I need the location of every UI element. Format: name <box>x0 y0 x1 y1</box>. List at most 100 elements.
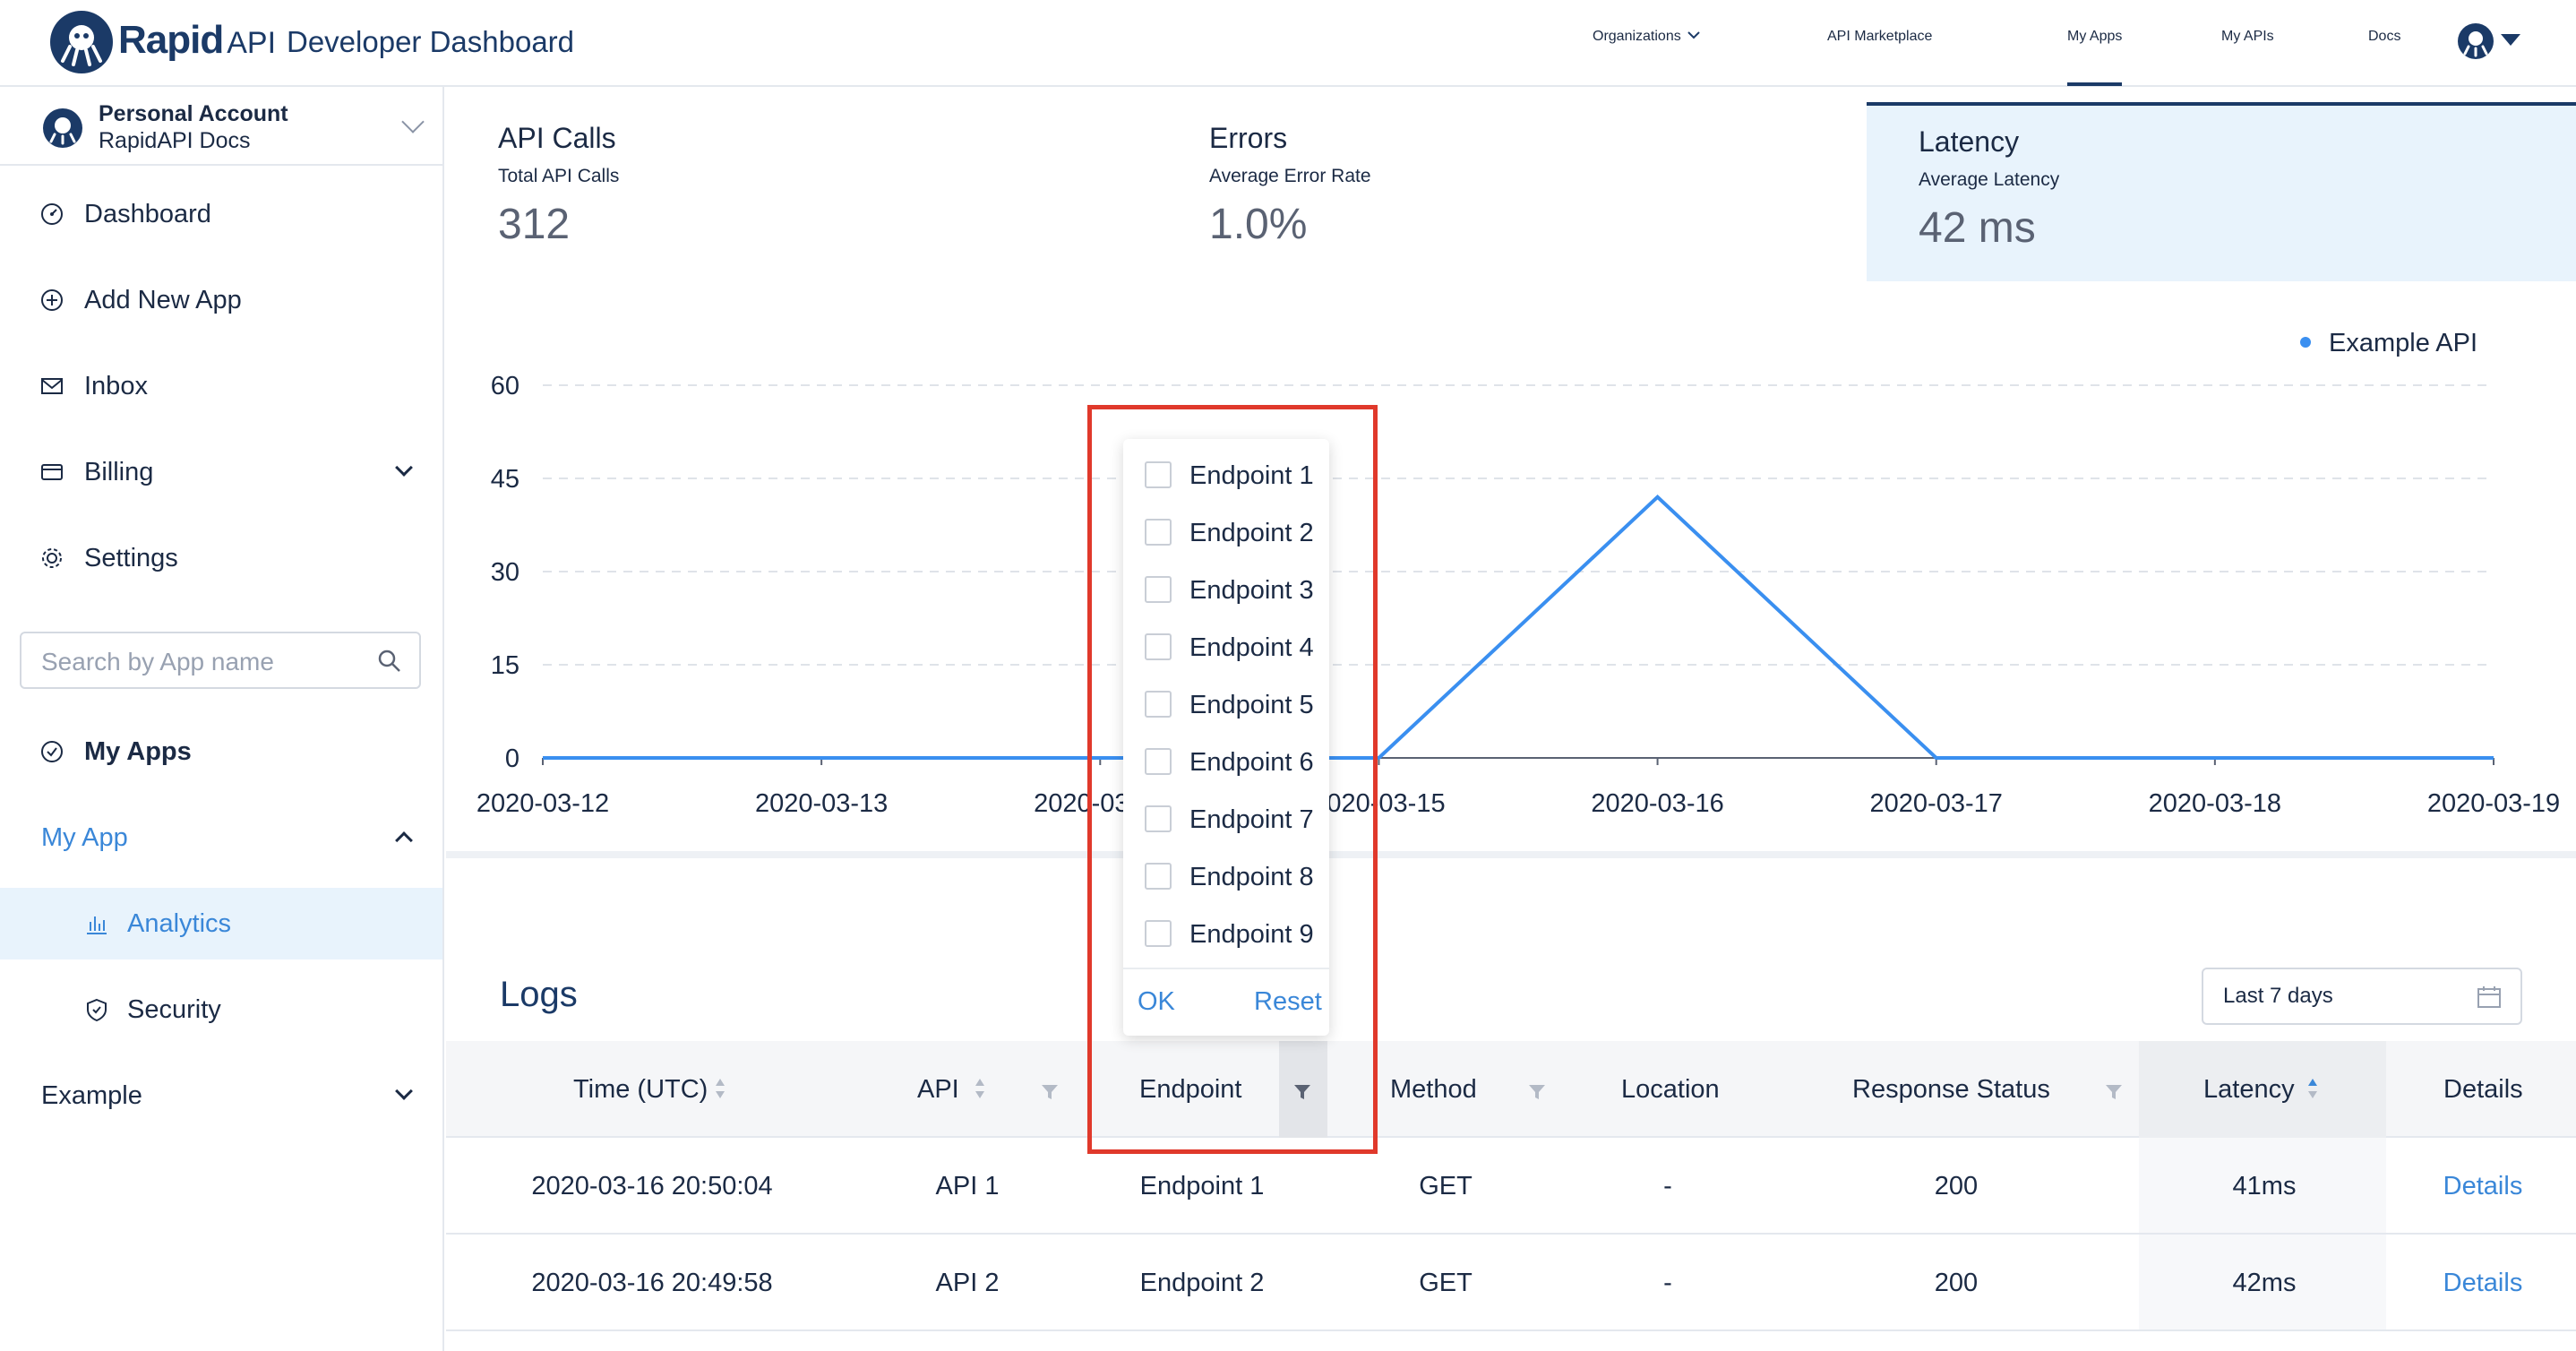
sidebar-item-analytics[interactable]: Analytics <box>0 888 442 959</box>
cell-time: 2020-03-16 20:49:58 <box>531 1269 773 1297</box>
bar-chart-icon <box>87 916 107 934</box>
cell-api: API 1 <box>935 1172 1000 1200</box>
endpoint-option[interactable]: Endpoint 2 <box>1145 514 1324 550</box>
sidebar-item-add-new-app[interactable]: Add New App <box>0 273 442 327</box>
sidebar-item-label: Dashboard <box>84 200 211 228</box>
col-method[interactable]: Method <box>1390 1075 1477 1104</box>
table-row[interactable]: 2020-03-16 20:49:58 API 2 Endpoint 2 GET… <box>446 1235 2576 1331</box>
checkbox[interactable] <box>1145 576 1172 603</box>
shield-icon <box>87 998 107 1022</box>
filter-ok-button[interactable]: OK <box>1138 987 1175 1016</box>
sort-icon[interactable] <box>715 1077 726 1100</box>
endpoint-option[interactable]: Endpoint 1 <box>1145 457 1324 493</box>
sidebar-item-billing[interactable]: Billing <box>0 445 442 499</box>
col-details: Details <box>2443 1075 2523 1104</box>
nav-my-apps[interactable]: My Apps <box>2067 29 2123 86</box>
stat-api-calls[interactable]: API Calls Total API Calls 312 <box>498 122 619 249</box>
sidebar-item-label: Security <box>127 995 221 1024</box>
nav-my-apis[interactable]: My APIs <box>2221 29 2274 44</box>
cell-api: API 2 <box>935 1269 1000 1297</box>
col-latency[interactable]: Latency <box>2203 1075 2295 1104</box>
sidebar-item-label: My Apps <box>84 737 192 766</box>
sidebar-item-inbox[interactable]: Inbox <box>0 359 442 413</box>
col-location[interactable]: Location <box>1621 1075 1720 1104</box>
checkbox[interactable] <box>1145 519 1172 546</box>
sidebar-item-my-apps[interactable]: My Apps <box>0 725 442 779</box>
col-endpoint[interactable]: Endpoint <box>1139 1075 1242 1104</box>
date-range-picker[interactable]: Last 7 days <box>2202 968 2522 1025</box>
endpoint-option[interactable]: Endpoint 6 <box>1145 744 1324 779</box>
option-label: Endpoint 8 <box>1189 863 1314 891</box>
highlight-annotation <box>1087 405 1378 1154</box>
x-tick-label: 2020-03-15 <box>1312 789 1445 818</box>
endpoint-option[interactable]: Endpoint 7 <box>1145 801 1324 837</box>
cell-response-status: 200 <box>1934 1172 1979 1200</box>
app-search-input[interactable]: Search by App name <box>20 632 421 689</box>
filter-icon[interactable] <box>1041 1084 1059 1100</box>
filter-icon[interactable] <box>2105 1084 2123 1100</box>
card-icon <box>41 464 63 480</box>
checkbox[interactable] <box>1145 691 1172 718</box>
stat-latency-card[interactable]: Latency Average Latency 42 ms <box>1867 102 2576 281</box>
table-row[interactable]: 2020-03-16 20:50:04 API 1 Endpoint 1 GET… <box>446 1138 2576 1235</box>
stat-value: 42 ms <box>1919 204 2036 252</box>
nav-docs[interactable]: Docs <box>2368 29 2401 44</box>
y-tick-label: 60 <box>491 372 519 400</box>
col-response-status[interactable]: Response Status <box>1852 1075 2050 1104</box>
col-api[interactable]: API <box>917 1075 959 1104</box>
checkbox[interactable] <box>1145 805 1172 832</box>
nav-api-marketplace[interactable]: API Marketplace <box>1827 29 1933 44</box>
sidebar: Personal Account RapidAPI Docs Dashboard… <box>0 87 444 1351</box>
account-switcher[interactable]: Personal Account RapidAPI Docs <box>0 87 442 166</box>
mail-icon <box>41 378 63 394</box>
sidebar-item-label: Analytics <box>127 909 232 938</box>
stat-value: 312 <box>498 201 571 248</box>
sidebar-item-my-app[interactable]: My App <box>0 811 442 865</box>
x-tick-label: 2020-03-18 <box>2149 789 2281 818</box>
checkbox[interactable] <box>1145 461 1172 488</box>
nav-organizations[interactable]: Organizations <box>1593 29 1701 45</box>
details-link[interactable]: Details <box>2443 1269 2523 1297</box>
stat-latency: Latency Average Latency 42 ms <box>1919 125 2059 253</box>
gear-icon <box>42 548 62 568</box>
account-subtitle: RapidAPI Docs <box>99 128 251 153</box>
filter-icon[interactable] <box>1528 1084 1546 1100</box>
checkbox[interactable] <box>1145 920 1172 947</box>
date-range-value: Last 7 days <box>2223 984 2333 1008</box>
checkbox[interactable] <box>1145 748 1172 775</box>
x-tick-label: 2020-03-13 <box>755 789 888 818</box>
filter-reset-button[interactable]: Reset <box>1254 987 1322 1016</box>
col-time[interactable]: Time (UTC) <box>573 1075 708 1104</box>
option-label: Endpoint 3 <box>1189 576 1314 605</box>
x-tick-label: 2020-03-17 <box>1870 789 2003 818</box>
details-link[interactable]: Details <box>2443 1172 2523 1200</box>
stat-title: Latency <box>1919 125 2020 158</box>
filter-icon[interactable] <box>1293 1084 1311 1100</box>
endpoint-option[interactable]: Endpoint 3 <box>1145 572 1324 607</box>
user-avatar-icon[interactable] <box>2458 23 2494 59</box>
dropdown-divider <box>1123 968 1329 969</box>
sidebar-item-example[interactable]: Example <box>0 1069 442 1123</box>
sidebar-item-settings[interactable]: Settings <box>0 531 442 585</box>
brand-name[interactable]: Rapid API <box>118 18 276 63</box>
stat-errors[interactable]: Errors Average Error Rate 1.0% <box>1209 122 1371 249</box>
endpoint-option[interactable]: Endpoint 4 <box>1145 629 1324 665</box>
y-tick-label: 45 <box>491 465 519 494</box>
search-icon[interactable] <box>376 648 403 675</box>
app-subtitle: Developer Dashboard <box>287 25 575 58</box>
caret-down-icon[interactable] <box>2501 34 2520 46</box>
endpoint-option[interactable]: Endpoint 9 <box>1145 916 1324 951</box>
rapidapi-logo-icon[interactable] <box>50 11 113 73</box>
sidebar-item-label: My App <box>41 823 128 852</box>
sort-icon[interactable] <box>975 1077 985 1100</box>
sidebar-item-dashboard[interactable]: Dashboard <box>0 187 442 241</box>
series-line <box>543 495 2494 760</box>
sort-ascending-icon[interactable] <box>2307 1077 2318 1100</box>
brand-suffix: API <box>227 26 277 60</box>
checkbox[interactable] <box>1145 863 1172 890</box>
cell-location: - <box>1663 1269 1672 1297</box>
endpoint-option[interactable]: Endpoint 8 <box>1145 858 1324 894</box>
sidebar-item-security[interactable]: Security <box>0 983 442 1037</box>
checkbox[interactable] <box>1145 633 1172 660</box>
endpoint-option[interactable]: Endpoint 5 <box>1145 686 1324 722</box>
